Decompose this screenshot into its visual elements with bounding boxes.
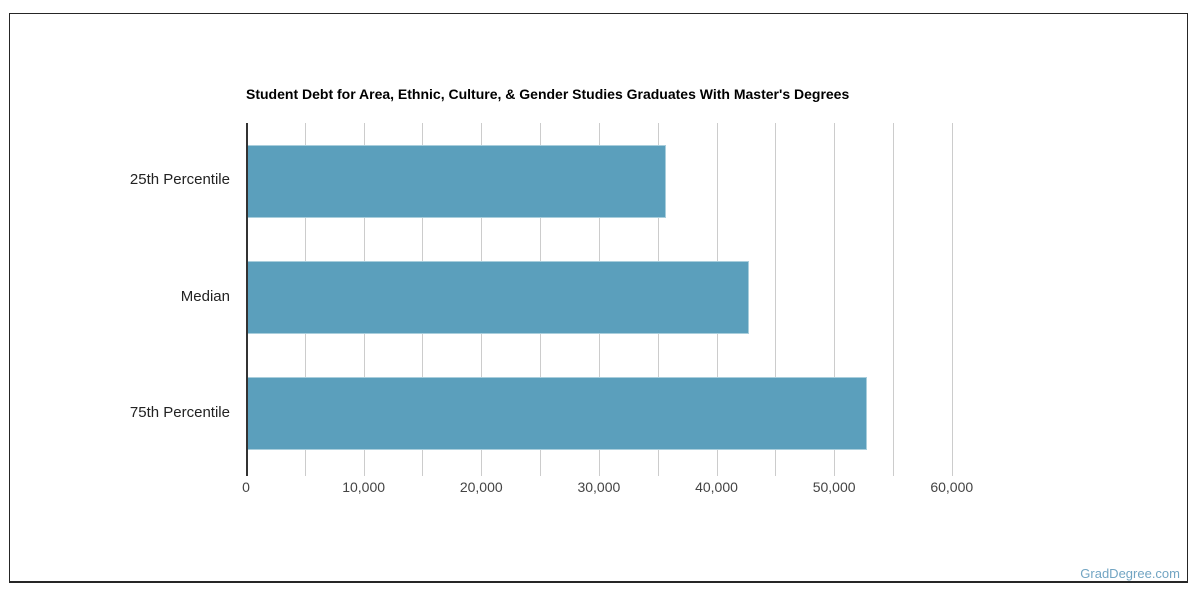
bar-25th-percentile[interactable] [247, 144, 666, 218]
gridline [951, 123, 953, 476]
bar-median[interactable] [247, 261, 750, 334]
gridline [775, 123, 777, 476]
x-tick-label: 40,000 [695, 479, 738, 495]
x-tick-label: 60,000 [930, 479, 974, 495]
x-tick-label: 30,000 [577, 479, 621, 495]
gridline [892, 123, 894, 476]
x-tick-label: 0 [242, 479, 250, 495]
plot-area [246, 123, 1040, 476]
category-label: 75th Percentile [129, 403, 230, 421]
gridline [834, 123, 836, 476]
bar-75th-percentile[interactable] [247, 377, 868, 451]
y-axis-baseline [246, 123, 248, 476]
x-tick-label: 20,000 [459, 479, 503, 495]
x-tick-label: 50,000 [812, 479, 856, 495]
x-tick-label: 10,000 [342, 479, 386, 495]
category-label: Median [180, 287, 230, 305]
category-label: 25th Percentile [129, 171, 230, 189]
watermark-link[interactable]: GradDegree.com [1080, 566, 1180, 581]
chart-title: Student Debt for Area, Ethnic, Culture, … [246, 86, 850, 102]
